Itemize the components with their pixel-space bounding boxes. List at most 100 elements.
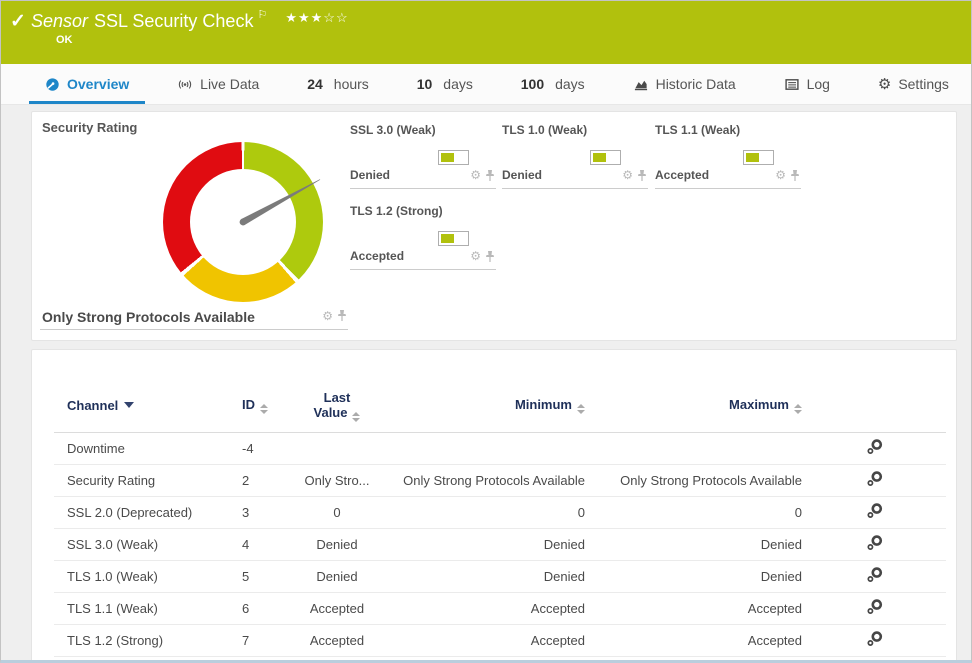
edit-channel-icon[interactable] (866, 502, 883, 522)
pin-icon[interactable] (336, 309, 348, 322)
column-header-maximum[interactable]: Maximum (585, 380, 802, 433)
tab-days[interactable]: 100 days (520, 76, 585, 92)
widget-state-fill (746, 153, 759, 162)
tab-hours[interactable]: 24 hours (307, 76, 369, 92)
cell-id: 7 (242, 624, 297, 657)
sensor-title-row: Sensor SSL Security Check ⚐ ★★★☆☆ (31, 8, 349, 32)
cell-minimum: 0 (377, 496, 585, 529)
widget-state-fill (441, 234, 454, 243)
channel-gear-icon[interactable]: ⚙ (775, 168, 786, 182)
table-row[interactable]: TLS 1.1 (Weak) 6 Accepted Accepted Accepted (54, 592, 946, 625)
star-empty-icon[interactable]: ☆ (323, 10, 336, 25)
star-empty-icon[interactable]: ☆ (335, 10, 349, 25)
favorite-flag-icon[interactable]: ⚐ (257, 9, 268, 21)
channel-gear-icon[interactable]: ⚙ (622, 168, 633, 182)
pin-icon[interactable] (484, 169, 496, 182)
widget-title: TLS 1.0 (Weak) (502, 123, 588, 137)
cell-minimum: Denied (377, 560, 585, 593)
cell-last-value: 0 (297, 496, 377, 529)
gear-icon: ⚙ (877, 75, 892, 93)
cell-maximum: Accepted (585, 624, 802, 657)
gauge-value-row: Only Strong Protocols Available ⚙ (40, 309, 348, 330)
cell-id: 2 (242, 464, 297, 497)
pin-icon[interactable] (636, 169, 648, 182)
cell-minimum: Denied (377, 528, 585, 561)
table-header-row: Channel ID Last Value Minimum Maximum (54, 380, 946, 433)
edit-channel-icon[interactable] (866, 598, 883, 618)
tab-days[interactable]: 10 days (416, 76, 473, 92)
star-filled-icon[interactable]: ★ (310, 10, 324, 25)
channel-widget-tls-1.1-weak-: TLS 1.1 (Weak) Accepted ⚙ (655, 117, 801, 189)
table-row[interactable]: SSL 3.0 (Weak) 4 Denied Denied Denied (54, 528, 946, 561)
widget-value: Accepted (350, 249, 405, 263)
table-row[interactable]: SSL 2.0 (Deprecated) 3 0 0 0 (54, 496, 946, 529)
tab-historic-data[interactable]: Historic Data (617, 64, 752, 104)
column-header-minimum[interactable]: Minimum (377, 380, 585, 433)
channels-table: Channel ID Last Value Minimum Maximum Do… (54, 380, 946, 657)
sort-icon (352, 411, 361, 422)
cell-channel: TLS 1.0 (Weak) (54, 560, 242, 593)
channel-gear-icon[interactable]: ⚙ (470, 168, 481, 182)
edit-channel-icon[interactable] (866, 534, 883, 554)
edit-channel-icon[interactable] (866, 566, 883, 586)
cell-channel: SSL 3.0 (Weak) (54, 528, 242, 561)
tab-bar: Overview Live Data 24 hours 10 days 100 days His… (1, 64, 971, 105)
cell-channel: Security Rating (54, 464, 242, 497)
pin-icon[interactable] (789, 169, 801, 182)
cell-channel: Downtime (54, 432, 242, 465)
page-title: SSL Security Check (94, 11, 254, 31)
tab-overview[interactable]: Overview (29, 64, 146, 104)
widget-title: TLS 1.2 (Strong) (350, 204, 443, 218)
table-row[interactable]: Security Rating 2 Only Stro... Only Strong … (54, 464, 946, 497)
cell-last-value: Denied (297, 528, 377, 561)
cell-id: 3 (242, 496, 297, 529)
channel-widget-tls-1.2-strong-: TLS 1.2 (Strong) Accepted ⚙ (350, 198, 496, 270)
cell-channel: TLS 1.1 (Weak) (54, 592, 242, 625)
area-chart-icon (634, 80, 647, 90)
table-row[interactable]: TLS 1.0 (Weak) 5 Denied Denied Denied (54, 560, 946, 593)
cell-maximum (585, 432, 802, 465)
pin-icon[interactable] (484, 250, 496, 263)
cell-id: 4 (242, 528, 297, 561)
column-header-channel[interactable]: Channel (54, 380, 242, 433)
widget-state-fill (441, 153, 454, 162)
tab-log[interactable]: Log (768, 64, 846, 104)
edit-channel-icon[interactable] (866, 470, 883, 490)
column-header-last-value[interactable]: Last Value (297, 380, 377, 433)
star-filled-icon[interactable]: ★ (297, 10, 311, 25)
cell-id: 6 (242, 592, 297, 625)
sort-icon (577, 404, 585, 415)
cell-id: 5 (242, 560, 297, 593)
sensor-header: ✓ Sensor SSL Security Check ⚐ ★★★☆☆ OK (1, 1, 971, 64)
tab-live-data[interactable]: Live Data (161, 64, 275, 104)
widget-state-fill (593, 153, 606, 162)
cell-maximum: Only Strong Protocols Available (585, 464, 802, 497)
priority-stars[interactable]: ★★★☆☆ (285, 10, 348, 25)
cell-maximum: Denied (585, 560, 802, 593)
cell-id: -4 (242, 432, 297, 465)
widget-value: Denied (502, 168, 543, 182)
widget-state-indicator (590, 150, 621, 165)
column-header-id[interactable]: ID (242, 380, 297, 433)
sort-icon (260, 404, 268, 415)
cell-last-value: Only Stro... (297, 464, 377, 497)
table-row[interactable]: Downtime -4 (54, 432, 946, 465)
edit-channel-icon[interactable] (866, 630, 883, 650)
tab-settings[interactable]: ⚙ Settings (877, 75, 949, 93)
channel-gear-icon[interactable]: ⚙ (470, 249, 481, 263)
table-row[interactable]: TLS 1.2 (Strong) 7 Accepted Accepted Accepte… (54, 624, 946, 657)
cell-channel: TLS 1.2 (Strong) (54, 624, 242, 657)
widget-state-indicator (438, 150, 469, 165)
status-badge: OK (56, 34, 73, 46)
star-filled-icon[interactable]: ★ (285, 10, 298, 25)
edit-channel-icon[interactable] (866, 438, 883, 458)
content-area: Security Rating Only Strong Protocols Av… (1, 105, 971, 660)
cell-last-value: Denied (297, 560, 377, 593)
channel-gear-icon[interactable]: ⚙ (322, 308, 333, 323)
sort-icon (794, 404, 802, 415)
cell-channel: SSL 2.0 (Deprecated) (54, 496, 242, 529)
log-icon (785, 78, 799, 90)
gauge-needle (239, 179, 321, 226)
security-rating-gauge (163, 142, 323, 302)
